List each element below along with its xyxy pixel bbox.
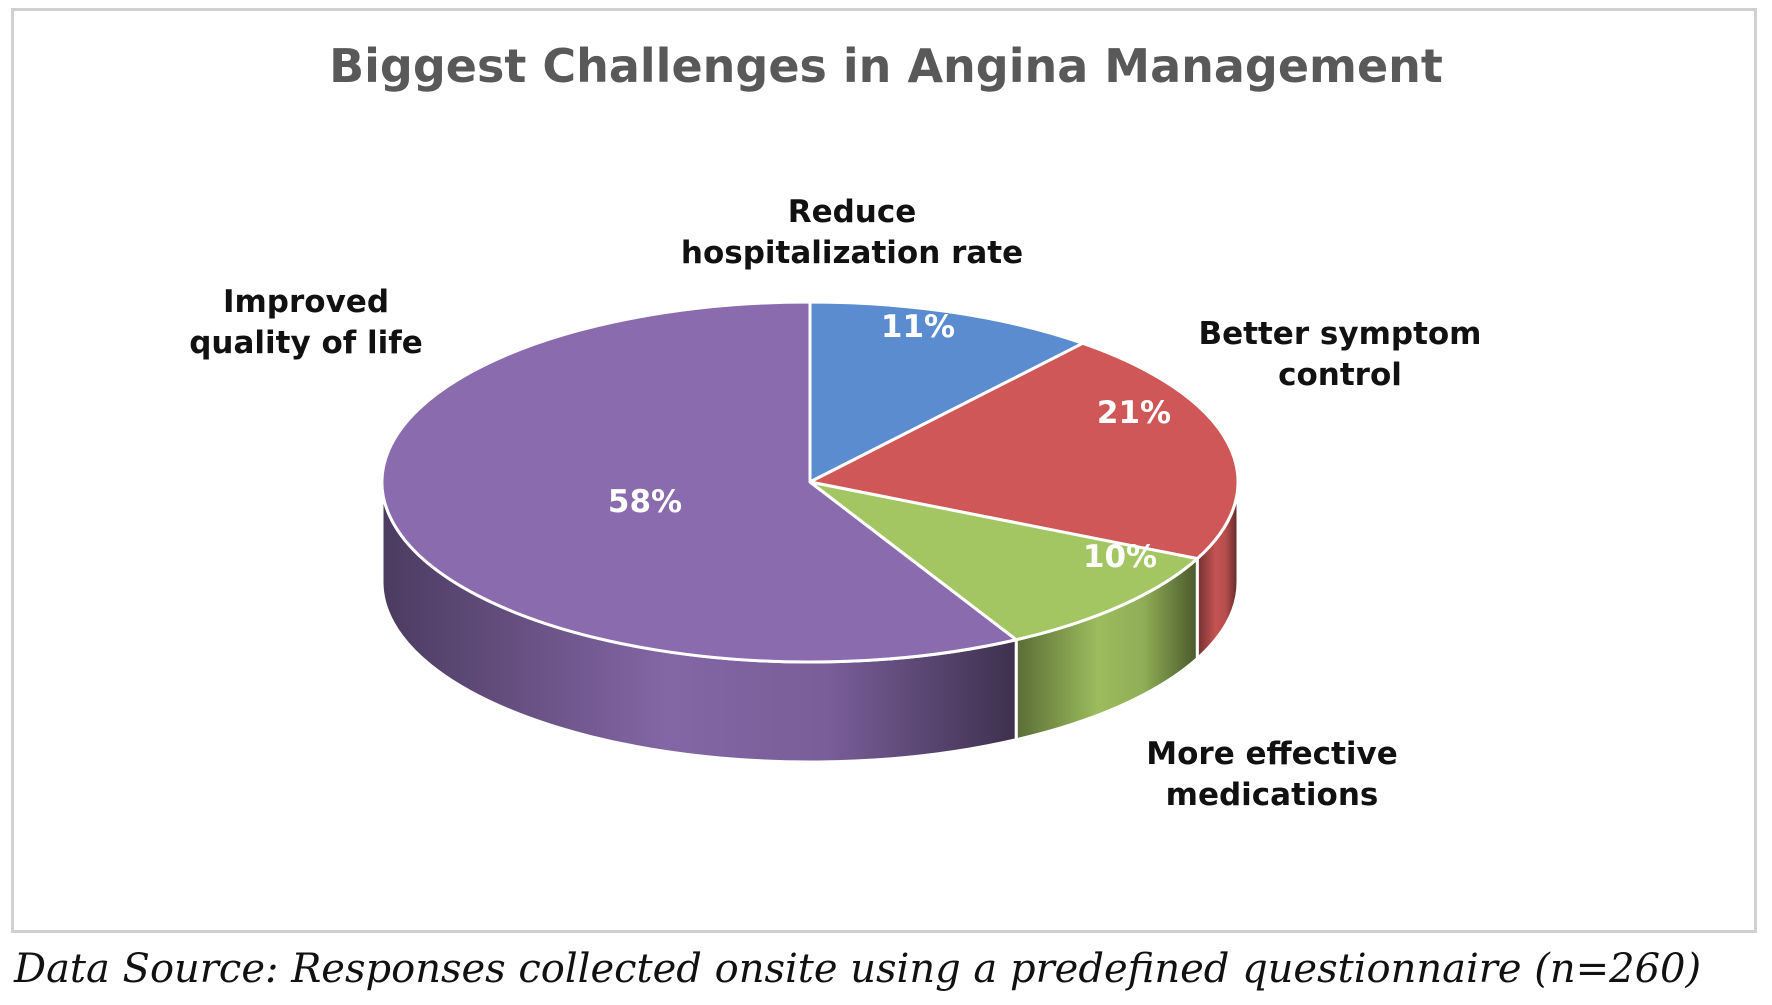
slice-category-label-0: Reduce hospitalization rate [681,194,1023,271]
slice-value-label-3: 58% [608,484,682,520]
pie-chart: Biggest Challenges in Angina Management … [189,39,1482,813]
pie-slice-0 [808,300,1085,484]
slice-value-label-0: 11% [881,309,955,345]
slice-category-label-3: Improved quality of life [189,284,423,361]
slice-value-label-1: 21% [1097,395,1171,431]
slice-category-label-1: Better symptom control [1199,316,1482,393]
pie-slice-2 [808,480,1199,642]
pie-slice-3 [380,300,1018,664]
slice-value-label-2: 10% [1083,539,1157,575]
pie-slice-1 [808,341,1240,561]
data-source-note: Data Source: Responses collected onsite … [14,946,1702,992]
chart-title: Biggest Challenges in Angina Management [329,39,1443,93]
slice-category-label-2: More effective medications [1146,736,1397,813]
